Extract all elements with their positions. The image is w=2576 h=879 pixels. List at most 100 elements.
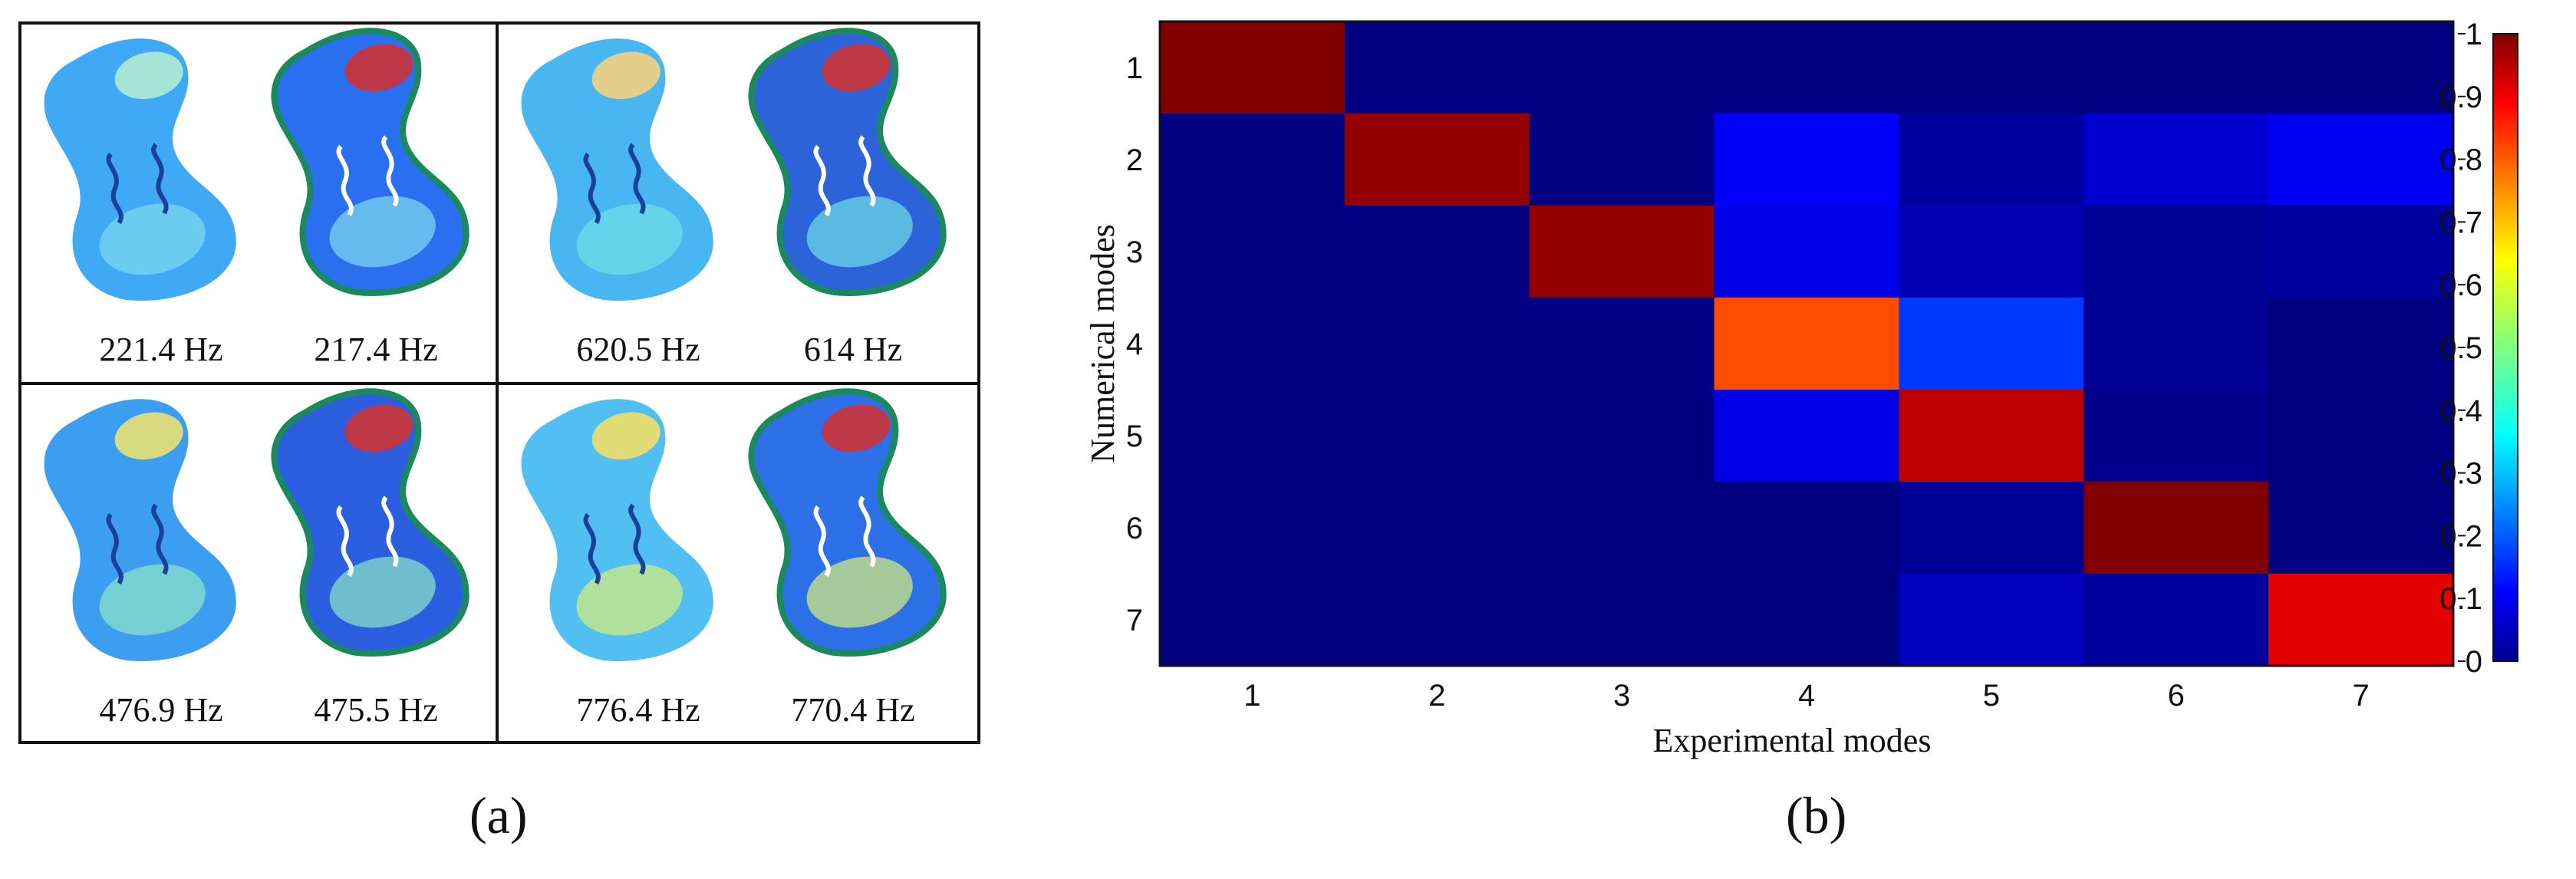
heatmap-cell: [2268, 574, 2454, 667]
colorbar-tick-label: 0.9: [2439, 81, 2482, 114]
frequency-label-numerical: 221.4 Hz: [99, 331, 223, 368]
heatmap-cell: [1529, 114, 1715, 206]
y-axis-label: Numerical modes: [1084, 224, 1122, 463]
colorbar-tick-label: 1: [2466, 18, 2482, 51]
panel-divider-horizontal: [18, 382, 980, 385]
mode-cell: 476.9 Hz 475.5 Hz: [23, 387, 500, 744]
f-hole: [583, 152, 601, 225]
heatmap-cell: [1344, 206, 1530, 298]
heatmap-cell: [1529, 390, 1715, 482]
vibration-region: [806, 556, 913, 628]
heatmap-cell: [1714, 206, 1899, 298]
heatmap-cell: [1344, 21, 1530, 114]
heatmap-cell: [1344, 390, 1530, 482]
heatmap-cell: [1714, 574, 1899, 667]
heatmap-cell: [1714, 390, 1899, 482]
frequency-label-experimental: 217.4 Hz: [314, 331, 438, 368]
y-tick-label: 2: [1126, 143, 1143, 177]
x-axis-label: Experimental modes: [1653, 722, 1932, 759]
mode-cell: 620.5 Hz 614 Hz: [500, 26, 977, 384]
x-tick-label: 4: [1798, 679, 1815, 713]
f-hole: [628, 143, 646, 215]
f-hole: [336, 144, 354, 217]
panel-b-label: (b): [1786, 786, 1847, 844]
frequency-label-numerical: 620.5 Hz: [576, 331, 700, 368]
heatmap-cell: [2084, 390, 2269, 482]
heatmap-cell: [2084, 574, 2269, 667]
colorbar-tick-label: 0.7: [2439, 206, 2482, 239]
x-tick-label: 6: [2168, 679, 2185, 713]
frequency-label-experimental: 614 Hz: [803, 331, 903, 368]
heatmap-cell: [2268, 390, 2454, 482]
x-tick-label: 2: [1428, 679, 1445, 713]
colorbar-tick-label: 0.4: [2439, 394, 2482, 428]
y-tick-label: 4: [1126, 328, 1143, 361]
y-tick-label: 7: [1126, 604, 1143, 637]
heatmap-cell: [2268, 298, 2454, 390]
y-tick-label: 6: [1126, 512, 1143, 545]
colorbar-tick-label: 0.1: [2439, 582, 2482, 616]
heatmap-cell: [2084, 482, 2269, 574]
f-hole: [151, 503, 169, 575]
vibration-region: [806, 196, 913, 268]
heatmap-cell: [1344, 574, 1530, 667]
f-hole: [381, 135, 399, 207]
heatmap-cell: [1344, 114, 1530, 206]
y-tick-label: 5: [1126, 420, 1143, 453]
heatmap-cell: [1529, 21, 1715, 114]
colorbar-tick-label: 0.8: [2439, 143, 2482, 177]
heatmap-cell: [1714, 298, 1899, 390]
heatmap-cell: [1714, 114, 1899, 206]
heatmap-cell: [1160, 298, 1346, 390]
heatmap-cell: [2084, 21, 2269, 114]
f-hole: [151, 143, 169, 215]
x-tick-label: 1: [1244, 679, 1260, 713]
mode-cell: 221.4 Hz 217.4 Hz: [23, 26, 500, 384]
plot-frame: [1158, 20, 2455, 667]
vibration-antinode: [822, 44, 891, 92]
f-hole: [381, 495, 399, 568]
frequency-label-numerical: 776.4 Hz: [576, 691, 700, 729]
heatmap-cell: [1160, 482, 1346, 574]
vibration-antinode: [114, 51, 183, 100]
colorbar-tick-label: 0.5: [2439, 331, 2482, 365]
frequency-label-numerical: 476.9 Hz: [99, 691, 223, 729]
vibration-antinode: [591, 412, 660, 460]
vibration-antinode: [344, 44, 413, 92]
violin-mode-shapes: [521, 388, 947, 661]
heatmap-cell: [1899, 114, 2084, 206]
heatmap-cell: [1344, 298, 1530, 390]
f-hole: [813, 505, 831, 578]
y-tick-label: 1: [1126, 51, 1143, 85]
violin-mode-shapes: [521, 28, 947, 301]
vibration-antinode: [114, 412, 183, 460]
violin-mode-shapes: [44, 388, 469, 661]
f-hole: [858, 135, 876, 207]
heatmap-cell: [1160, 114, 1346, 206]
heatmap-cell: [1899, 206, 2084, 298]
heatmap-cell: [1899, 390, 2084, 482]
colorbar-tick-label: 0.2: [2439, 519, 2482, 553]
heatmap-cell: [1899, 482, 2084, 574]
x-tick-label: 7: [2352, 679, 2369, 713]
heatmap-cell: [2268, 482, 2454, 574]
colorbar-tick-label: 0.6: [2439, 268, 2482, 302]
colorbar-tick-label: 0.3: [2439, 457, 2482, 491]
f-hole: [583, 512, 601, 585]
vibration-region: [576, 564, 683, 636]
violin-mode-shapes: [44, 28, 469, 301]
f-hole: [106, 152, 124, 225]
vibration-region: [576, 203, 683, 275]
f-hole: [858, 495, 876, 568]
heatmap-cell: [1899, 574, 2084, 667]
heatmap-cell: [1529, 206, 1715, 298]
vibration-antinode: [822, 404, 891, 453]
heatmap-cell: [2084, 206, 2269, 298]
heatmap-cell: [1899, 21, 2084, 114]
heatmap-cell: [1529, 298, 1715, 390]
heatmap-cell: [1160, 21, 1346, 114]
heatmap-cell: [1529, 482, 1715, 574]
heatmap-cell: [1160, 390, 1346, 482]
f-hole: [628, 503, 646, 575]
heatmap-cell: [1529, 574, 1715, 667]
